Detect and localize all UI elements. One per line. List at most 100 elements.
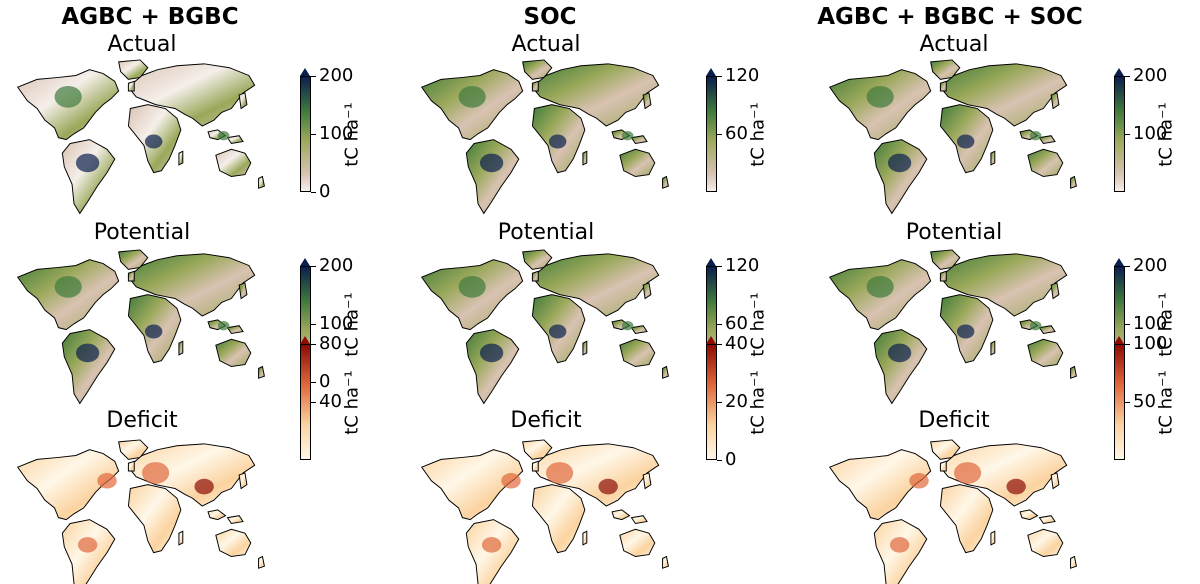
world-map-deficit-2 [829,439,1077,584]
panel-title-potential: Potential [497,220,595,245]
colorbar-extend-arrow [706,336,716,344]
colorbar-tick-mark [311,344,316,345]
colorbar-tick-label: 120 [725,255,760,276]
colorbar-tick-mark [311,402,316,403]
colorbar-tick-mark [311,192,316,193]
panel-title-deficit: Deficit [106,408,178,433]
hotspot-mark [194,478,214,495]
colorbar-tick-mark [717,324,722,325]
hotspot-mark [479,153,504,173]
colorbar-tick-label: 100 [1133,123,1168,144]
world-map-actual-1 [421,59,669,214]
colorbar-extend-arrow [1114,68,1124,76]
colorbar-tick-mark [311,382,316,383]
colorbar-extend-arrow [300,336,310,344]
colorbar [1114,344,1125,460]
hotspot-mark [1029,321,1042,331]
colorbar-extend-arrow [1114,258,1124,266]
hotspot-mark [909,472,929,489]
colorbar-tick-mark [311,266,316,267]
colorbar-tick-label: 200 [1133,65,1168,86]
hotspot-mark [217,321,230,331]
colorbar-tick-mark [717,134,722,135]
world-map-deficit-1 [421,439,669,584]
colorbar-tick-label: 100 [1133,333,1168,354]
hotspot-mark [479,343,504,363]
hotspot-mark [621,131,634,141]
colorbar-tick-mark [1125,266,1130,267]
colorbar-tick-mark [311,76,316,77]
hotspot-mark [548,324,567,339]
hotspot-mark [77,537,98,553]
colorbar-tick-label: 60 [725,313,748,334]
colorbar-tick-label: 200 [319,255,354,276]
colorbar-tick-label: 50 [1133,391,1156,412]
hotspot-mark [956,134,975,149]
colorbar-tick-label: 40 [319,391,342,412]
hotspot-mark [144,134,163,149]
panel-title-deficit: Deficit [510,408,582,433]
panel-title-actual: Actual [511,32,581,57]
colorbar-tick-mark [311,324,316,325]
colorbar-tick-label: 60 [725,123,748,144]
hotspot-mark [54,275,82,298]
colorbar-tick-label: 100 [319,123,354,144]
hotspot-mark [501,472,521,489]
colorbar-label: tC ha⁻¹ [747,102,769,167]
hotspot-mark [954,462,982,484]
colorbar-tick-label: 20 [725,391,748,412]
hotspot-mark [621,321,634,331]
colorbar-tick-label: 0 [725,449,737,470]
world-map-potential-1 [421,249,669,404]
hotspot-mark [458,85,486,108]
colorbar-tick-mark [717,76,722,77]
colorbar-label: tC ha⁻¹ [341,292,363,357]
hotspot-mark [458,275,486,298]
colorbar-tick-label: 80 [319,333,342,354]
colorbar-tick-label: 200 [1133,255,1168,276]
colorbar-extend-arrow [300,258,310,266]
colorbar-extend-arrow [706,68,716,76]
colorbar-tick-label: 100 [319,313,354,334]
column-title-total: AGBC + BGBC + SOC [817,4,1083,30]
colorbar [1114,76,1125,192]
world-map-actual-2 [829,59,1077,214]
column-title-agbc-bgbc: AGBC + BGBC [61,4,239,30]
hotspot-mark [217,131,230,141]
colorbar-tick-mark [1125,402,1130,403]
hotspot-mark [866,85,894,108]
colorbar-tick-label: 200 [319,65,354,86]
land-mass [829,439,1077,584]
world-map-potential-0 [17,249,265,404]
world-map-potential-2 [829,249,1077,404]
panel-title-deficit: Deficit [918,408,990,433]
colorbar-tick-label: 100 [1133,313,1168,334]
hotspot-mark [887,343,912,363]
hotspot-mark [1029,131,1042,141]
hotspot-mark [866,275,894,298]
panel-title-potential: Potential [905,220,1003,245]
hotspot-mark [142,462,170,484]
colorbar-tick-label: 0 [319,371,331,392]
colorbar-tick-mark [1125,134,1130,135]
colorbar-tick-mark [717,344,722,345]
hotspot-mark [75,153,100,173]
hotspot-mark [481,537,502,553]
world-map-deficit-0 [17,439,265,584]
colorbar-label: tC ha⁻¹ [747,370,769,435]
colorbar-label: tC ha⁻¹ [341,102,363,167]
colorbar [300,344,311,460]
colorbar-tick-mark [717,402,722,403]
colorbar-extend-arrow [300,68,310,76]
panel-title-potential: Potential [93,220,191,245]
colorbar [706,76,717,192]
hotspot-mark [598,478,618,495]
hotspot-mark [889,537,910,553]
colorbar-tick-mark [1125,344,1130,345]
colorbar-tick-label: 40 [725,333,748,354]
hotspot-mark [546,462,574,484]
hotspot-mark [1006,478,1026,495]
colorbar-tick-mark [1125,324,1130,325]
colorbar-tick-mark [717,266,722,267]
colorbar-tick-label: 120 [725,65,760,86]
